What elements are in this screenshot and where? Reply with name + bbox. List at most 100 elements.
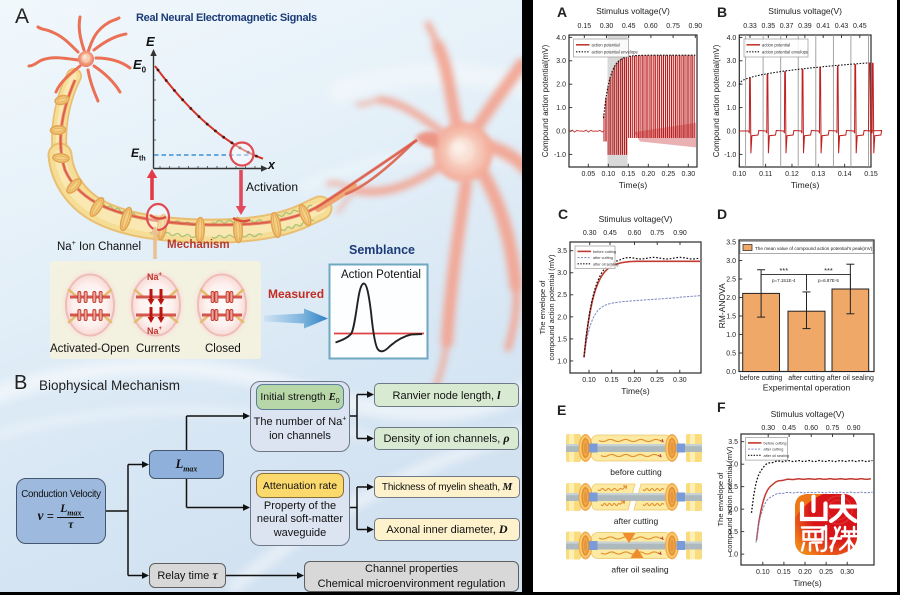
- svg-text:2.5: 2.5: [557, 292, 567, 299]
- svg-text:compound action potential (mV): compound action potential (mV): [547, 254, 556, 360]
- svg-text:1.5: 1.5: [728, 529, 738, 536]
- svg-text:Stimulus voltage(V): Stimulus voltage(V): [596, 6, 670, 16]
- svg-text:after cutting: after cutting: [614, 516, 659, 526]
- svg-text:Compound action potential(mV): Compound action potential(mV): [712, 44, 721, 157]
- svg-text:2.0: 2.0: [728, 507, 738, 514]
- svg-text:***: ***: [824, 266, 833, 275]
- svg-text:0.10: 0.10: [732, 171, 746, 178]
- svg-text:0.15: 0.15: [864, 171, 878, 178]
- svg-text:0.15: 0.15: [605, 377, 619, 384]
- svg-text:0.15: 0.15: [621, 171, 635, 178]
- svg-text:C: C: [558, 206, 568, 222]
- svg-text:0.10: 0.10: [601, 171, 615, 178]
- svg-text:0.45: 0.45: [622, 23, 636, 30]
- svg-text:0.30: 0.30: [583, 230, 597, 237]
- svg-text:0.25: 0.25: [819, 569, 833, 576]
- svg-text:Stimulus voltage(V): Stimulus voltage(V): [599, 214, 673, 224]
- svg-text:0.11: 0.11: [759, 171, 772, 178]
- svg-text:3.5: 3.5: [728, 439, 738, 446]
- svg-text:Time(s): Time(s): [619, 180, 648, 190]
- svg-text:3.0: 3.0: [557, 270, 567, 277]
- svg-text:0.90: 0.90: [673, 230, 687, 237]
- svg-text:2.0: 2.0: [727, 82, 737, 89]
- svg-text:D: D: [717, 206, 727, 222]
- svg-text:0.14: 0.14: [838, 171, 852, 178]
- svg-text:0.90: 0.90: [847, 425, 861, 432]
- svg-text:compound action potential (mV): compound action potential (mV): [725, 446, 734, 552]
- svg-text:The envelope of: The envelope of: [716, 472, 725, 527]
- svg-text:after cutting: after cutting: [788, 375, 825, 382]
- svg-text:0.30: 0.30: [681, 171, 695, 178]
- svg-text:0.60: 0.60: [628, 230, 642, 237]
- svg-text:0.39: 0.39: [798, 23, 812, 30]
- svg-text:0.30: 0.30: [673, 377, 687, 384]
- svg-text:3.5: 3.5: [726, 239, 736, 246]
- svg-text:***: ***: [779, 266, 788, 275]
- svg-text:0.20: 0.20: [798, 569, 812, 576]
- svg-text:0.10: 0.10: [756, 569, 770, 576]
- svg-text:3.0: 3.0: [556, 58, 566, 65]
- svg-text:-1.0: -1.0: [554, 152, 566, 159]
- svg-text:action potential envelope: action potential envelope: [592, 49, 639, 54]
- svg-text:2.0: 2.0: [556, 82, 566, 89]
- svg-text:F: F: [717, 399, 726, 415]
- svg-text:0.0: 0.0: [726, 369, 736, 376]
- svg-text:2.5: 2.5: [726, 276, 736, 283]
- svg-text:1.5: 1.5: [726, 313, 736, 320]
- svg-text:0.30: 0.30: [840, 569, 854, 576]
- svg-text:p=7.151E-4: p=7.151E-4: [772, 278, 796, 283]
- svg-text:4.0: 4.0: [556, 35, 566, 42]
- svg-text:1.0: 1.0: [727, 105, 737, 112]
- svg-text:after oil sealing: after oil sealing: [593, 262, 619, 266]
- svg-text:0.5: 0.5: [726, 350, 736, 357]
- svg-text:0.15: 0.15: [777, 569, 791, 576]
- svg-text:0.12: 0.12: [785, 171, 799, 178]
- svg-text:The envelope of: The envelope of: [538, 280, 547, 335]
- svg-text:before cutting: before cutting: [610, 467, 662, 477]
- svg-text:0.60: 0.60: [804, 425, 818, 432]
- svg-text:after oil sealing: after oil sealing: [827, 375, 874, 382]
- svg-text:before cutting: before cutting: [593, 250, 616, 254]
- svg-text:action potential envelope: action potential envelope: [762, 49, 809, 54]
- svg-text:0.90: 0.90: [688, 23, 702, 30]
- svg-text:after oil sealing: after oil sealing: [611, 565, 668, 575]
- svg-text:3.0: 3.0: [726, 258, 736, 265]
- svg-text:0.15: 0.15: [577, 23, 591, 30]
- svg-text:B: B: [717, 4, 727, 20]
- svg-text:after oil sealing: after oil sealing: [764, 454, 790, 458]
- svg-text:Time(s): Time(s): [791, 180, 820, 190]
- svg-text:p=6.87E-5: p=6.87E-5: [818, 278, 839, 283]
- svg-text:0.43: 0.43: [835, 23, 849, 30]
- svg-text:0.25: 0.25: [661, 171, 675, 178]
- svg-text:1.0: 1.0: [726, 332, 736, 339]
- svg-text:4.0: 4.0: [727, 35, 737, 42]
- svg-text:RM-ANOVA: RM-ANOVA: [717, 283, 727, 329]
- svg-text:0.45: 0.45: [782, 425, 796, 432]
- svg-text:The mean value of compound act: The mean value of compound action potent…: [755, 246, 873, 251]
- svg-text:after cutting: after cutting: [764, 448, 784, 452]
- svg-text:2.5: 2.5: [728, 484, 738, 491]
- svg-text:2.0: 2.0: [726, 295, 736, 302]
- svg-text:action potential: action potential: [762, 42, 790, 47]
- svg-text:1.5: 1.5: [557, 336, 567, 343]
- svg-text:Stimulus voltage(V): Stimulus voltage(V): [771, 409, 845, 419]
- svg-text:1.0: 1.0: [728, 552, 738, 559]
- svg-text:2.0: 2.0: [557, 314, 567, 321]
- svg-text:0.30: 0.30: [761, 425, 775, 432]
- svg-text:0.75: 0.75: [826, 425, 840, 432]
- svg-text:-1.0: -1.0: [724, 152, 736, 159]
- svg-text:0.20: 0.20: [628, 377, 642, 384]
- svg-text:1.0: 1.0: [556, 105, 566, 112]
- svg-text:0.0: 0.0: [556, 128, 566, 135]
- svg-text:0.33: 0.33: [743, 23, 757, 30]
- svg-text:Time(s): Time(s): [621, 386, 650, 396]
- svg-text:A: A: [557, 4, 567, 20]
- svg-text:0.30: 0.30: [600, 23, 614, 30]
- svg-text:Time(s): Time(s): [793, 578, 822, 588]
- svg-text:before cutting: before cutting: [740, 375, 783, 382]
- svg-text:0.20: 0.20: [641, 171, 655, 178]
- svg-text:0.45: 0.45: [603, 230, 617, 237]
- svg-text:0.0: 0.0: [727, 128, 737, 135]
- svg-text:0.25: 0.25: [650, 377, 664, 384]
- svg-text:Compound action potential(mV): Compound action potential(mV): [541, 44, 550, 157]
